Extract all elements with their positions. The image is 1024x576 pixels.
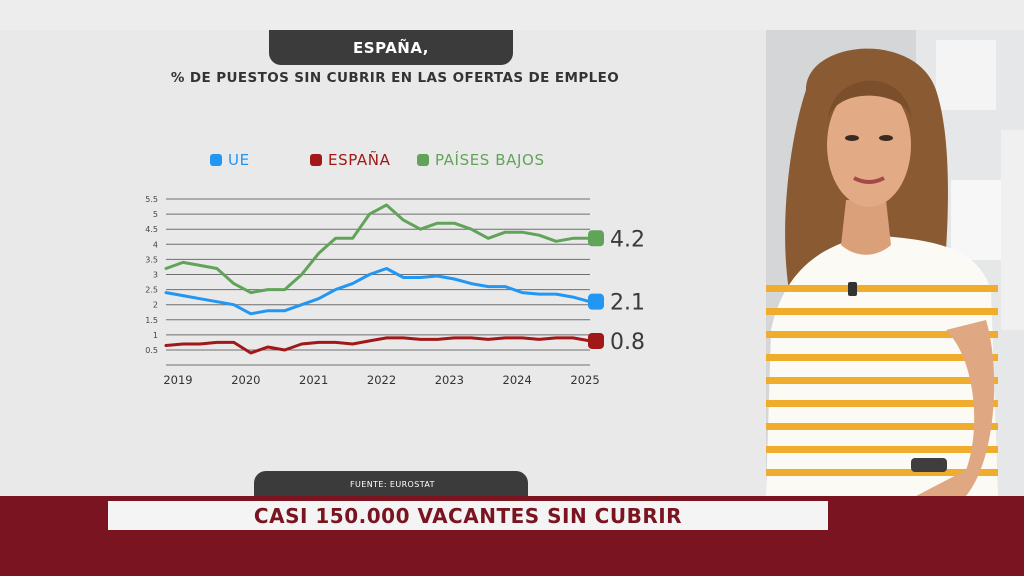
top-bar xyxy=(0,0,1024,30)
legend-swatch-ue xyxy=(210,154,222,166)
y-tick-label: 0.5 xyxy=(145,346,158,355)
x-tick-label: 2025 xyxy=(570,373,599,387)
legend-item-espana: ESPAÑA xyxy=(310,151,390,169)
y-tick-label: 5.5 xyxy=(145,195,158,204)
legend-swatch-paises-bajos xyxy=(417,154,429,166)
x-tick-label: 2020 xyxy=(231,373,260,387)
x-tick-label: 2023 xyxy=(435,373,464,387)
legend-label-ue: UE xyxy=(228,151,250,169)
legend-item-paises-bajos: PAÍSES BAJOS xyxy=(417,151,545,169)
y-axis-ticks: 0.5 1 1.5 2 2.5 3 3.5 4 4.5 5 5.5 xyxy=(145,195,158,355)
chart-grid xyxy=(166,198,590,366)
y-tick-label: 1 xyxy=(153,331,158,340)
graphic-panel xyxy=(0,30,766,496)
legend-label-paises-bajos: PAÍSES BAJOS xyxy=(435,151,545,169)
chart-series xyxy=(164,203,592,355)
headline-banner: CASI 150.000 VACANTES SIN CUBRIR xyxy=(108,501,828,530)
chart-title: ESPAÑA, xyxy=(269,30,513,65)
series-line-1 xyxy=(164,336,592,355)
line-chart: 0.5 1 1.5 2 2.5 3 3.5 4 4.5 5 5.5 2019 2020 2021 2022… xyxy=(145,195,645,387)
series-line-2 xyxy=(164,203,592,295)
series-end-marker xyxy=(588,293,604,310)
presenter-illustration xyxy=(766,30,1024,496)
y-tick-label: 4 xyxy=(153,240,158,249)
series-end-label: 2.1 xyxy=(610,291,645,316)
x-tick-label: 2024 xyxy=(503,373,532,387)
x-tick-label: 2022 xyxy=(367,373,396,387)
series-end-labels: 2.1 0.8 4.2 xyxy=(588,227,645,355)
y-tick-label: 4.5 xyxy=(145,225,158,234)
y-tick-label: 5 xyxy=(153,210,158,219)
legend-swatch-espana xyxy=(310,154,322,166)
x-axis-ticks: 2019 2020 2021 2022 2023 2024 2025 xyxy=(163,373,599,387)
series-end-label: 0.8 xyxy=(610,330,645,355)
y-tick-label: 2.5 xyxy=(145,286,158,295)
presenter-video xyxy=(766,30,1024,496)
x-tick-label: 2021 xyxy=(299,373,328,387)
y-tick-label: 1.5 xyxy=(145,316,158,325)
series-end-label: 4.2 xyxy=(610,227,645,252)
series-end-marker xyxy=(588,230,604,247)
x-tick-label: 2019 xyxy=(163,373,192,387)
source-note: FUENTE: EUROSTAT xyxy=(254,471,528,497)
series-line-0 xyxy=(164,267,592,316)
series-end-marker xyxy=(588,332,604,349)
y-tick-label: 3 xyxy=(153,271,158,280)
y-tick-label: 2 xyxy=(153,301,158,310)
y-tick-label: 3.5 xyxy=(145,255,158,264)
chart-subtitle: % DE PUESTOS SIN CUBRIR EN LAS OFERTAS D… xyxy=(170,70,620,86)
legend-item-ue: UE xyxy=(210,151,250,169)
legend-label-espana: ESPAÑA xyxy=(328,151,391,169)
